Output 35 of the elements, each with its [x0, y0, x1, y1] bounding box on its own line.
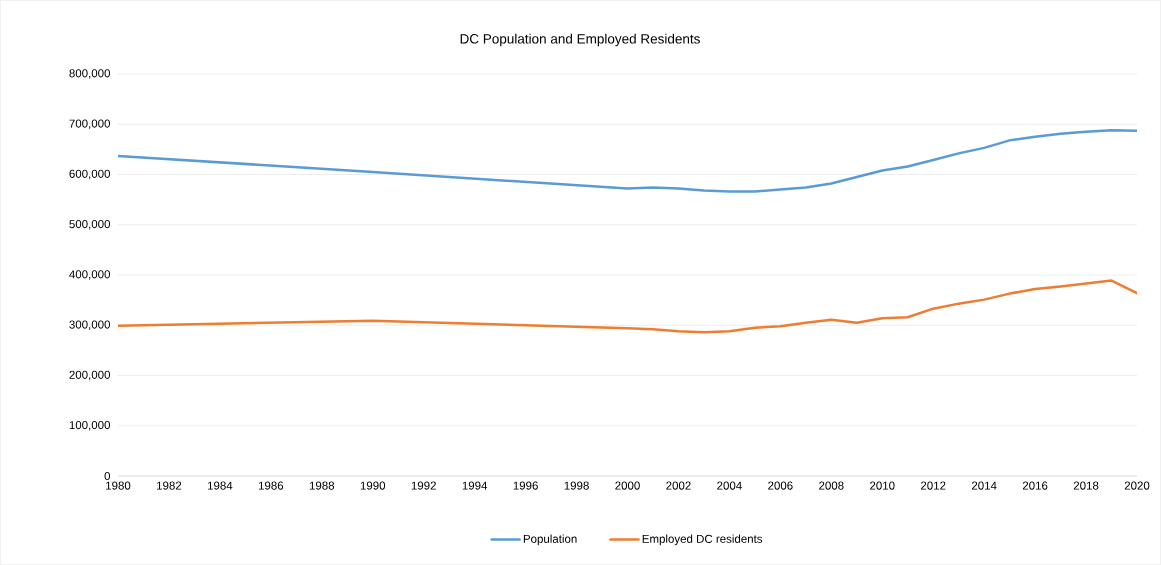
x-tick-label: 1994 — [462, 481, 488, 490]
x-tick-label: 2018 — [1073, 481, 1099, 490]
x-tick-label: 2016 — [1022, 481, 1048, 490]
x-tick-label: 2002 — [666, 481, 691, 490]
x-tick-label: 2006 — [768, 481, 793, 490]
x-tick-label: 2008 — [819, 481, 844, 490]
x-tick-label: 1990 — [360, 481, 386, 490]
y-tick-label: 800,000 — [69, 69, 111, 79]
y-tick-label: 300,000 — [69, 320, 111, 331]
x-tick-label: 2012 — [921, 481, 946, 490]
x-tick-label: 1998 — [564, 481, 589, 490]
y-tick-label: 0 — [104, 471, 111, 481]
x-tick-label: 2004 — [717, 481, 742, 490]
y-tick-label: 500,000 — [69, 220, 111, 230]
x-tick-label: 1986 — [258, 481, 284, 490]
x-tick-label: 1982 — [157, 481, 182, 490]
legend-label: Employed DC residents — [642, 534, 763, 546]
y-tick-label: 600,000 — [69, 169, 111, 180]
x-tick-label: 1980 — [106, 481, 131, 490]
x-tick-label: 2020 — [1124, 481, 1150, 490]
y-tick-label: 700,000 — [69, 119, 111, 130]
x-tick-label: 2014 — [971, 481, 997, 490]
y-tick-label: 200,000 — [69, 370, 111, 381]
chart-title: DC Population and Employed Residents — [460, 33, 700, 47]
legend-label: Population — [523, 534, 577, 546]
y-tick-label: 100,000 — [69, 421, 111, 431]
y-tick-label: 400,000 — [69, 270, 111, 280]
line-series — [118, 279, 1138, 334]
line-series — [118, 129, 1138, 193]
x-tick-label: 2010 — [870, 481, 895, 490]
x-tick-label: 1984 — [207, 481, 233, 490]
x-tick-label: 1992 — [411, 481, 436, 490]
x-tick-label: 1988 — [309, 481, 335, 490]
x-tick-label: 1996 — [513, 481, 538, 490]
x-tick-label: 2000 — [615, 481, 640, 490]
